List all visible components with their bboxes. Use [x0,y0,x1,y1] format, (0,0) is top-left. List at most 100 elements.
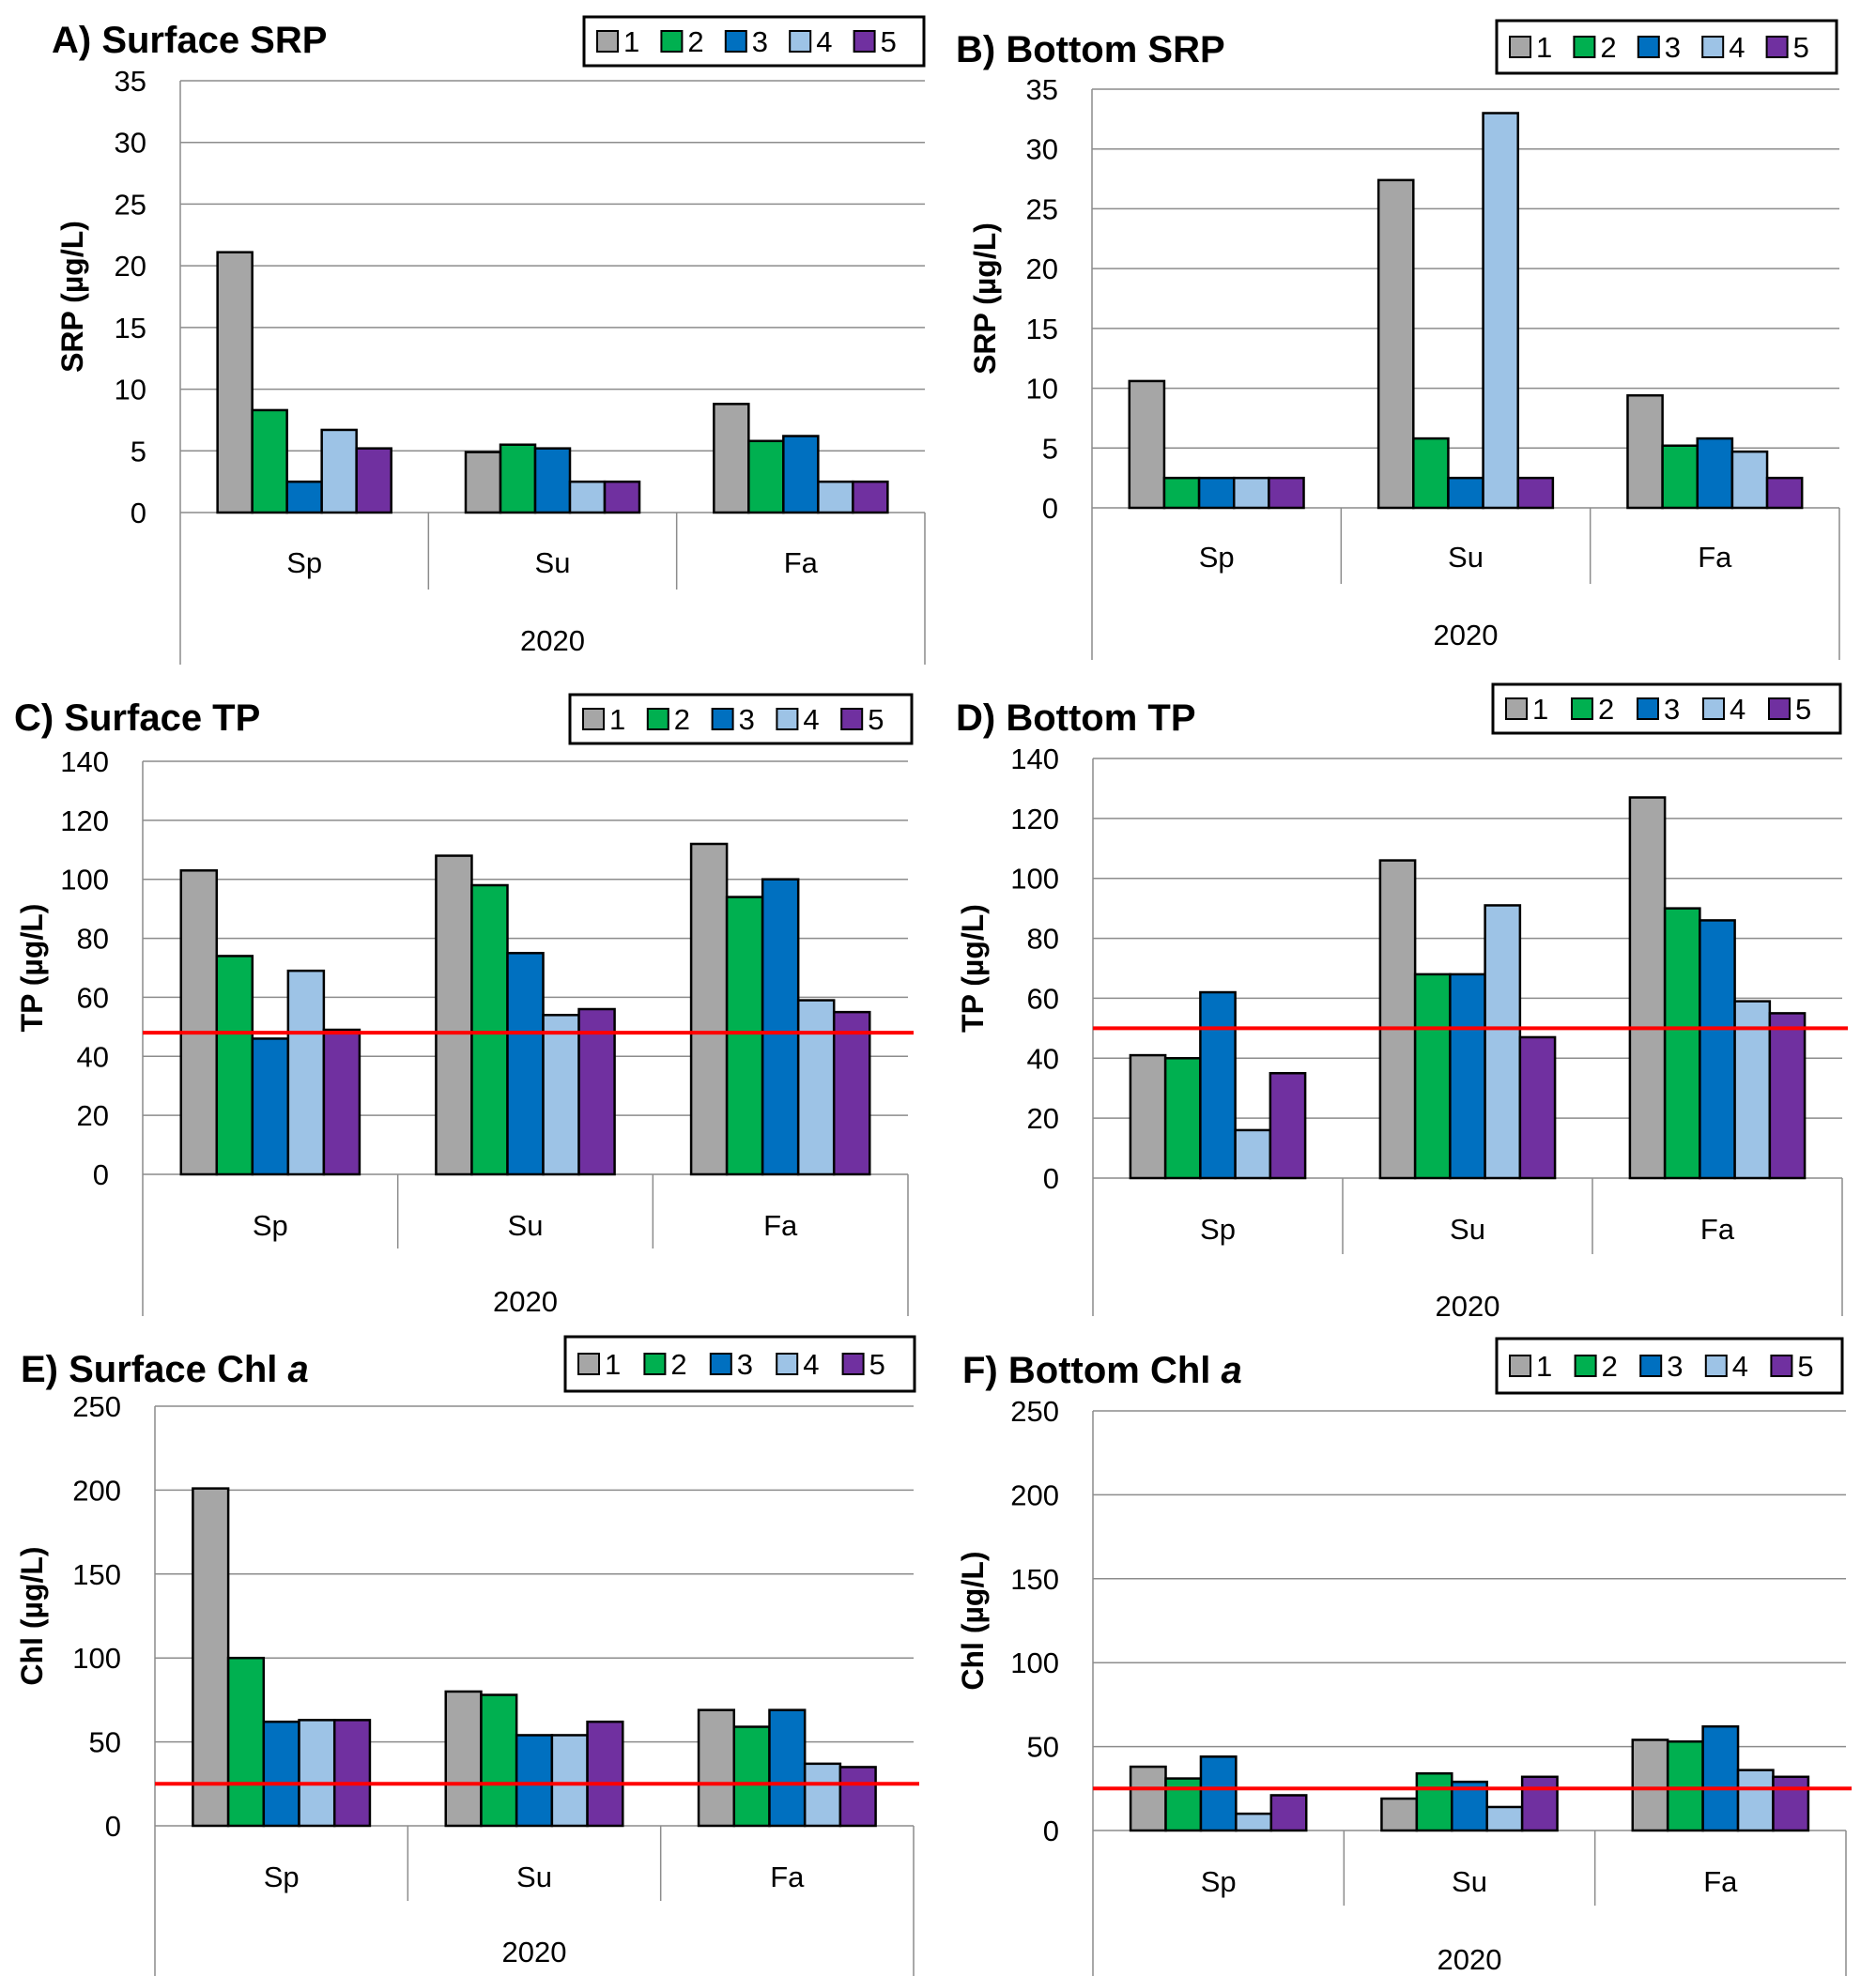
y-tick-label: 20 [1026,253,1058,285]
x-category-label: Sp [1200,1213,1236,1246]
bar-series-5-Sp [1269,1794,1308,1832]
bar-series-5-Su [577,1007,616,1176]
legend: 1 2 3 4 5 [1495,1337,1844,1395]
legend-swatch-2 [1571,697,1593,720]
y-axis-label: SRP (µg/L) [55,221,89,373]
legend-swatch-4 [789,30,812,53]
panel-title-text: B) Bottom SRP [956,29,1225,70]
y-tick-label: 150 [1010,1563,1059,1596]
legend-swatch-1 [1505,697,1528,720]
bar-series-4-Su [568,480,607,514]
x-category-label: Su [535,546,571,579]
legend-label-5: 5 [869,1348,885,1381]
bar-series-3-Fa [1696,437,1734,510]
bar-series-1-Fa [713,403,750,514]
bar-series-1-Sp [179,869,219,1176]
x-group-label: 2020 [1438,1943,1502,1976]
bar-series-3-Fa [1699,919,1736,1180]
legend-label-5: 5 [1795,693,1811,726]
legend-swatch-3 [1637,36,1660,58]
bar-series-1-Fa [1631,1739,1669,1832]
bar-series-4-Fa [803,1762,842,1828]
y-tick-label: 35 [115,65,146,98]
chart-panel-5: 0 50 100 150 200 250 Sp Su Fa 2020 Chl (µg/L) F) Bo… [956,1337,1852,1976]
y-tick-label: 40 [1027,1042,1059,1075]
x-category-label: Fa [763,1209,798,1242]
y-tick-label: 60 [77,981,109,1014]
y-tick-label: 140 [60,745,109,778]
panel-title-text: D) Bottom TP [956,697,1196,739]
bar-series-3-Su [506,952,545,1176]
bar-series-2-Fa [1666,1739,1704,1832]
legend: 1 2 3 4 5 [1495,19,1838,75]
legend-label-5: 5 [881,25,897,58]
legend-label-3: 3 [752,25,768,58]
legend-label-2: 2 [687,25,703,58]
bar-series-2-Su [1412,437,1450,510]
legend: 1 2 3 4 5 [582,15,926,68]
y-tick-label: 30 [1026,133,1058,166]
legend-swatch-4 [776,1353,799,1375]
y-tick-label: 250 [1010,1395,1059,1428]
bar-series-1-Su [1378,859,1417,1180]
legend-swatch-5 [1765,36,1789,58]
x-category-label: Su [1450,1213,1485,1246]
legend-swatch-4 [1702,697,1725,720]
legend-swatch-5 [841,1353,865,1375]
bar-series-2-Sp [226,1656,266,1828]
bar-series-2-Su [1413,973,1452,1180]
legend-label-5: 5 [1797,1350,1813,1383]
bar-series-4-Fa [1730,450,1769,510]
x-category-label: Fa [1703,1865,1738,1898]
x-category-label: Fa [770,1861,805,1893]
bar-series-3-Su [1449,973,1486,1180]
legend-label-4: 4 [803,703,819,736]
y-tick-label: 35 [1026,73,1058,106]
bar-series-1-Sp [1129,1053,1167,1180]
bar-series-4-Sp [1232,476,1270,510]
legend-label-3: 3 [1665,31,1681,64]
x-category-label: Sp [253,1209,288,1242]
panel-title: E) Surface Chl a [21,1349,309,1390]
y-tick-label: 30 [115,127,146,160]
legend-swatch-3 [711,708,734,730]
x-group-label: 2020 [1434,619,1499,651]
y-tick-label: 0 [1043,1162,1059,1195]
bar-series-1-Sp [1129,1765,1167,1832]
legend-swatch-2 [643,1353,667,1375]
bar-series-4-Fa [1733,1000,1772,1180]
legend-swatch-1 [582,708,605,730]
y-axis-label: Chl (µg/L) [956,1551,990,1690]
y-tick-label: 100 [1010,863,1059,896]
bar-series-5-Fa [1768,1012,1807,1180]
panel-title: D) Bottom TP [956,697,1196,739]
y-tick-label: 15 [115,312,146,345]
chart-panel-3: 0 20 40 60 80 100 120 140 Sp Su Fa 2020 TP (µg/L) D) … [956,682,1848,1323]
legend-label-1: 1 [1536,1350,1552,1383]
bar-series-3-Sp [285,480,323,514]
panel-title: C) Surface TP [14,697,260,739]
bar-series-2-Su [499,443,537,514]
bar-series-3-Sp [262,1720,300,1828]
bar-series-1-Fa [1628,796,1667,1180]
bar-series-2-Sp [1162,476,1201,510]
y-tick-label: 140 [1010,743,1059,775]
y-tick-label: 100 [1010,1647,1059,1679]
legend-label-2: 2 [1600,31,1616,64]
x-category-label: Su [1448,541,1484,574]
bar-series-2-Su [1415,1771,1453,1832]
panel-title: F) Bottom Chl a [962,1350,1242,1391]
bar-series-5-Sp [332,1719,372,1828]
bar-series-2-Su [470,883,509,1176]
bar-series-2-Fa [1661,444,1699,510]
panel-title-text: A) Surface SRP [52,20,327,61]
bar-series-3-Su [1447,476,1484,510]
legend: 1 2 3 4 5 [568,693,914,745]
legend-swatch-2 [1574,1355,1597,1377]
legend-label-2: 2 [1602,1350,1618,1383]
x-category-label: Su [1452,1865,1487,1898]
bar-series-2-Sp [1164,1777,1203,1832]
bar-series-2-Sp [251,408,288,514]
panel-title-italic: a [1222,1350,1242,1391]
